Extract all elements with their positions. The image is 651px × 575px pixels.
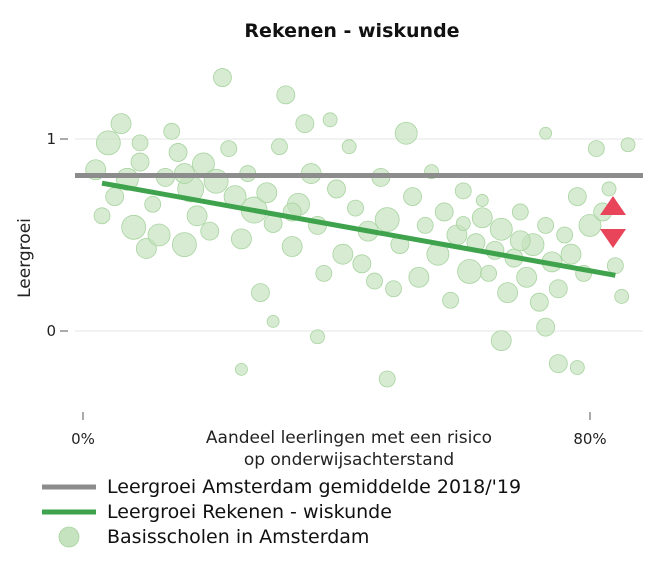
legend-label: Leergroei Amsterdam gemiddelde 2018/'19 bbox=[107, 476, 521, 498]
school-point bbox=[281, 236, 303, 257]
school-point bbox=[416, 216, 434, 234]
school-point bbox=[315, 264, 333, 282]
school-point bbox=[385, 280, 402, 298]
school-point bbox=[352, 254, 372, 274]
axis-ticks: 0 1 0% 80% bbox=[46, 130, 606, 448]
school-point bbox=[366, 272, 383, 290]
school-point bbox=[131, 134, 149, 152]
school-point bbox=[403, 187, 422, 207]
school-point bbox=[480, 264, 498, 282]
legend-circle-swatch bbox=[58, 526, 80, 548]
school-point bbox=[310, 329, 325, 345]
school-point bbox=[256, 182, 278, 204]
school-point bbox=[537, 216, 555, 234]
y-tick-label: 0 bbox=[46, 322, 56, 340]
school-point bbox=[95, 130, 121, 156]
school-point bbox=[601, 181, 617, 197]
school-point bbox=[548, 354, 568, 374]
school-point bbox=[471, 207, 493, 229]
school-point bbox=[203, 168, 229, 194]
school-point bbox=[442, 291, 459, 309]
school-point bbox=[578, 213, 602, 237]
triangle-down-icon bbox=[600, 229, 626, 248]
school-point bbox=[105, 187, 125, 207]
school-point bbox=[497, 282, 519, 304]
x-axis-label-line-2: op onderwijsachterstand bbox=[244, 450, 454, 470]
school-point bbox=[394, 121, 418, 145]
series-lines bbox=[75, 172, 643, 278]
triangle-up-icon bbox=[600, 196, 626, 215]
school-point bbox=[213, 68, 232, 87]
school-point bbox=[251, 283, 270, 303]
y-tick-label: 1 bbox=[46, 130, 56, 148]
school-point bbox=[295, 114, 315, 134]
school-point bbox=[475, 194, 489, 207]
school-point bbox=[556, 226, 574, 244]
school-point bbox=[168, 143, 188, 162]
school-point bbox=[587, 140, 605, 158]
school-point bbox=[276, 85, 296, 105]
x-axis-label-line-1: Aandeel leerlingen met een risico bbox=[206, 428, 492, 448]
school-point bbox=[529, 292, 549, 312]
school-point bbox=[186, 205, 208, 227]
school-point bbox=[231, 228, 252, 250]
school-point bbox=[511, 203, 529, 221]
school-point bbox=[147, 223, 171, 247]
school-point bbox=[171, 232, 197, 258]
school-point bbox=[614, 289, 630, 304]
school-point bbox=[235, 362, 248, 376]
school-point bbox=[434, 202, 454, 222]
school-point bbox=[539, 126, 553, 140]
legend-label: Leergroei Rekenen - wiskunde bbox=[107, 501, 392, 523]
school-point bbox=[408, 266, 430, 288]
school-point bbox=[374, 207, 400, 233]
school-point bbox=[327, 179, 346, 199]
school-point bbox=[121, 214, 147, 240]
school-point bbox=[490, 330, 512, 352]
chart-title: Rekenen - wiskunde bbox=[244, 20, 459, 42]
school-point bbox=[620, 137, 636, 153]
school-point bbox=[569, 360, 585, 375]
school-point bbox=[560, 243, 582, 265]
school-point bbox=[454, 182, 472, 200]
school-point bbox=[144, 195, 162, 213]
school-point bbox=[341, 139, 357, 155]
school-point bbox=[266, 314, 280, 328]
school-point bbox=[220, 140, 238, 158]
school-point bbox=[110, 113, 132, 135]
school-point bbox=[509, 230, 531, 252]
y-axis-label: Leergroei bbox=[15, 218, 35, 298]
school-point bbox=[332, 243, 354, 265]
school-point bbox=[455, 216, 471, 231]
x-tick-label: 0% bbox=[71, 430, 95, 448]
school-point bbox=[489, 217, 513, 241]
school-point bbox=[130, 152, 150, 172]
trend-line bbox=[101, 180, 616, 278]
school-point bbox=[457, 259, 482, 284]
school-point bbox=[536, 317, 556, 337]
school-point bbox=[93, 207, 111, 225]
legend-label: Basisscholen in Amsterdam bbox=[107, 526, 369, 548]
school-point bbox=[567, 187, 587, 207]
school-point bbox=[200, 221, 220, 241]
school-point bbox=[347, 199, 364, 217]
school-point bbox=[548, 279, 568, 299]
trend-arrows bbox=[600, 196, 626, 248]
school-point bbox=[135, 238, 157, 259]
school-point bbox=[322, 112, 338, 128]
school-point bbox=[378, 370, 396, 388]
school-point bbox=[163, 122, 181, 140]
school-point bbox=[516, 266, 538, 288]
school-point bbox=[606, 257, 624, 275]
scatter-points bbox=[85, 68, 636, 388]
x-tick-label: 80% bbox=[573, 430, 606, 448]
legend: Leergroei Amsterdam gemiddelde 2018/'19 L… bbox=[42, 476, 521, 548]
school-point bbox=[271, 138, 288, 156]
